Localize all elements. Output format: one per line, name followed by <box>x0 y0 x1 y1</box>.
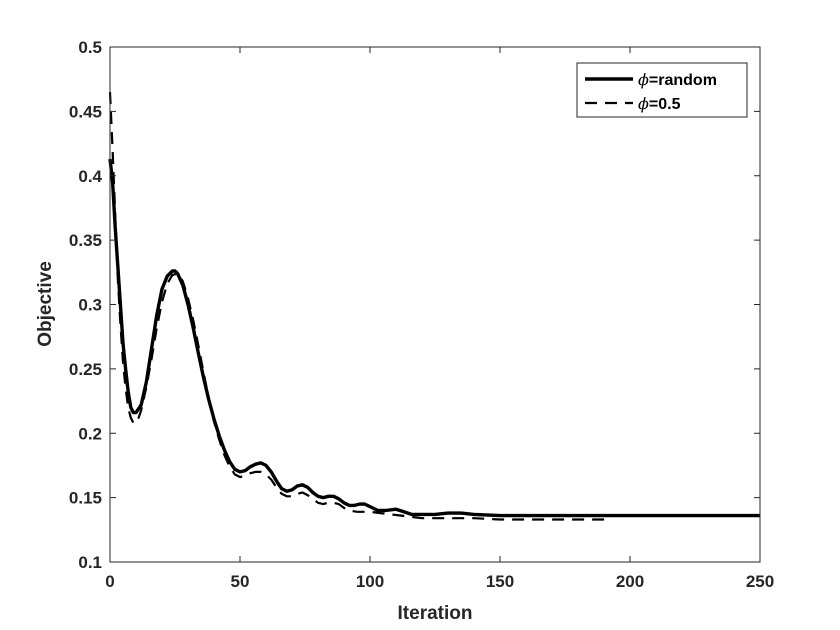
legend: ϕ=random ϕ=0.5 <box>576 62 748 118</box>
y-tick-label: 0.3 <box>78 296 102 315</box>
series-line-half <box>108 92 610 521</box>
y-tick-label: 0.25 <box>69 360 102 379</box>
x-tick-label: 250 <box>746 572 774 591</box>
x-tick-label: 50 <box>231 572 250 591</box>
series-line-random <box>108 158 760 518</box>
legend-symbol-half: ϕ <box>638 94 649 113</box>
y-tick-label: 0.15 <box>69 489 102 508</box>
y-axis-label: Objective <box>35 261 56 347</box>
legend-text-half: =0.5 <box>649 96 681 113</box>
plot-area <box>110 47 760 562</box>
legend-symbol-random: ϕ <box>638 70 649 89</box>
y-tick-label: 0.35 <box>69 231 102 250</box>
legend-text-random: =random <box>649 72 717 89</box>
legend-label-half: ϕ=0.5 <box>638 94 681 113</box>
y-tick-label: 0.2 <box>78 424 102 443</box>
y-axis-ticks: 0.1 0.15 0.2 0.25 0.3 0.35 0.4 0.45 0.5 <box>69 38 760 572</box>
y-tick-label: 0.5 <box>78 38 102 57</box>
legend-box <box>576 62 748 118</box>
legend-label-random: ϕ=random <box>638 70 717 89</box>
x-tick-label: 100 <box>356 572 384 591</box>
x-axis-label: Iteration <box>398 603 473 624</box>
x-tick-label: 0 <box>105 572 114 591</box>
x-axis-ticks: 0 50 100 150 200 250 <box>105 47 774 591</box>
y-tick-label: 0.1 <box>78 553 102 572</box>
y-tick-label: 0.4 <box>78 167 102 186</box>
series-layer <box>108 92 760 521</box>
y-tick-label: 0.45 <box>69 102 102 121</box>
x-tick-label: 200 <box>616 572 644 591</box>
x-tick-label: 150 <box>486 572 514 591</box>
